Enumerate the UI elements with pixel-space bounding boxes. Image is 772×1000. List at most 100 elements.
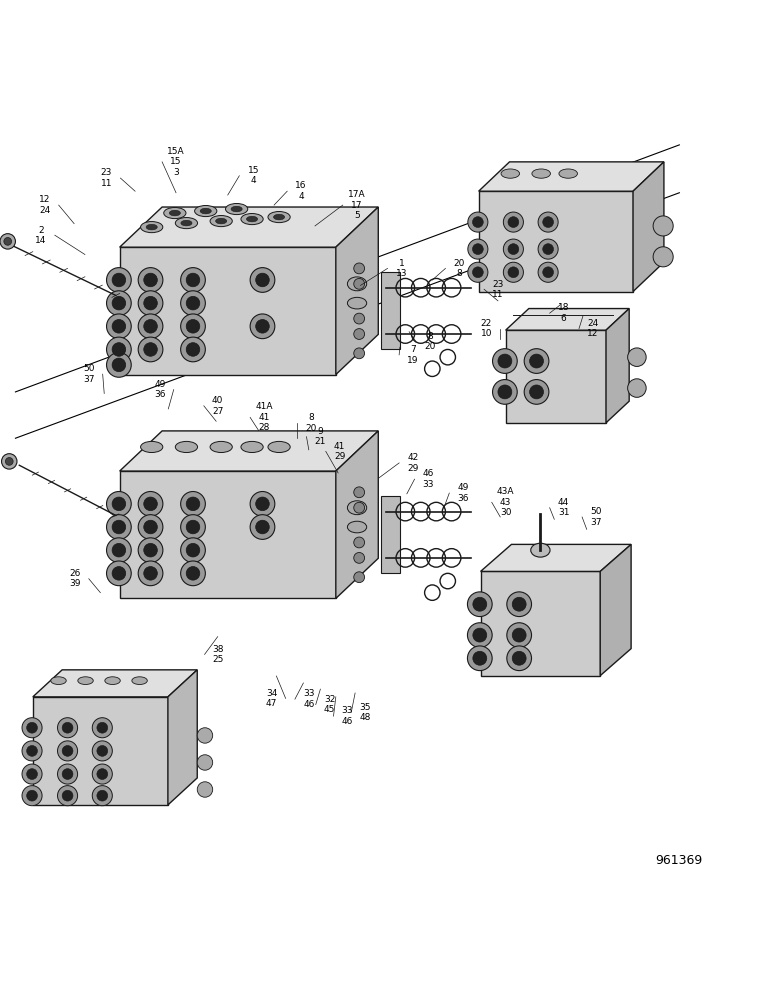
Text: 23
11: 23 11 — [493, 280, 503, 299]
Circle shape — [144, 296, 157, 310]
Polygon shape — [120, 431, 378, 471]
Ellipse shape — [246, 216, 258, 222]
Circle shape — [354, 278, 364, 289]
Circle shape — [354, 348, 364, 359]
Circle shape — [467, 623, 492, 647]
Circle shape — [181, 515, 205, 539]
Circle shape — [138, 515, 163, 539]
Circle shape — [107, 538, 131, 563]
Ellipse shape — [164, 207, 186, 219]
Ellipse shape — [105, 677, 120, 685]
Circle shape — [107, 515, 131, 539]
Text: 49
36: 49 36 — [154, 380, 165, 399]
Circle shape — [144, 343, 157, 356]
Circle shape — [112, 343, 126, 356]
Circle shape — [57, 741, 78, 761]
Circle shape — [138, 314, 163, 339]
Ellipse shape — [78, 677, 93, 685]
Circle shape — [472, 217, 483, 227]
Circle shape — [498, 385, 512, 399]
Circle shape — [354, 487, 364, 498]
Polygon shape — [120, 207, 378, 247]
Text: 50
37: 50 37 — [591, 507, 601, 527]
Text: 22
10: 22 10 — [481, 319, 492, 338]
Circle shape — [97, 790, 107, 801]
Text: 38
25: 38 25 — [213, 645, 224, 664]
Ellipse shape — [530, 543, 550, 557]
Text: 41A
41
28: 41A 41 28 — [256, 402, 273, 432]
Circle shape — [472, 244, 483, 255]
Circle shape — [181, 314, 205, 339]
Ellipse shape — [210, 441, 232, 453]
Circle shape — [506, 646, 531, 671]
Polygon shape — [381, 272, 400, 349]
Text: 20
8: 20 8 — [454, 259, 465, 278]
Circle shape — [543, 244, 554, 255]
Circle shape — [538, 212, 558, 232]
Circle shape — [653, 247, 673, 267]
Polygon shape — [480, 571, 600, 676]
Circle shape — [354, 572, 364, 583]
Circle shape — [186, 320, 200, 333]
Ellipse shape — [175, 218, 198, 229]
Ellipse shape — [175, 441, 198, 453]
Text: 40
27: 40 27 — [212, 396, 223, 416]
Circle shape — [144, 543, 157, 557]
Circle shape — [250, 515, 275, 539]
Circle shape — [468, 212, 488, 232]
Text: 42
29: 42 29 — [408, 453, 418, 473]
Text: 43A
43
30: 43A 43 30 — [497, 487, 514, 517]
Text: 1
13: 1 13 — [396, 259, 407, 278]
Circle shape — [467, 646, 492, 671]
Circle shape — [653, 216, 673, 236]
Circle shape — [186, 343, 200, 356]
Circle shape — [107, 492, 131, 516]
Polygon shape — [120, 471, 336, 598]
Circle shape — [138, 337, 163, 362]
Circle shape — [506, 623, 531, 647]
Circle shape — [538, 262, 558, 282]
Circle shape — [62, 722, 73, 733]
Circle shape — [144, 273, 157, 287]
Circle shape — [57, 786, 78, 806]
Circle shape — [498, 354, 512, 368]
Circle shape — [93, 764, 113, 784]
Circle shape — [181, 268, 205, 292]
Circle shape — [186, 520, 200, 534]
Circle shape — [112, 543, 126, 557]
Polygon shape — [168, 670, 198, 805]
Circle shape — [107, 353, 131, 377]
Circle shape — [138, 268, 163, 292]
Circle shape — [628, 379, 646, 397]
Circle shape — [107, 291, 131, 315]
Circle shape — [57, 718, 78, 738]
Circle shape — [97, 722, 107, 733]
Circle shape — [26, 745, 37, 756]
Ellipse shape — [141, 441, 163, 453]
Circle shape — [250, 268, 275, 292]
Circle shape — [26, 722, 37, 733]
Circle shape — [107, 337, 131, 362]
Circle shape — [354, 552, 364, 563]
Text: 16
4: 16 4 — [296, 182, 306, 201]
Ellipse shape — [273, 214, 285, 220]
Circle shape — [472, 597, 486, 611]
Circle shape — [198, 728, 212, 743]
Circle shape — [508, 217, 519, 227]
Circle shape — [112, 358, 126, 372]
Polygon shape — [120, 247, 336, 375]
Text: 33
46: 33 46 — [303, 689, 314, 709]
Circle shape — [181, 337, 205, 362]
Circle shape — [138, 538, 163, 563]
Circle shape — [628, 348, 646, 366]
Circle shape — [112, 273, 126, 287]
Circle shape — [62, 769, 73, 779]
Ellipse shape — [195, 205, 217, 217]
Text: 15A
15
3: 15A 15 3 — [168, 147, 185, 177]
Circle shape — [181, 561, 205, 586]
Ellipse shape — [210, 216, 232, 227]
Circle shape — [538, 239, 558, 259]
Text: 26
39: 26 39 — [69, 569, 80, 588]
Circle shape — [112, 320, 126, 333]
Circle shape — [0, 234, 15, 249]
